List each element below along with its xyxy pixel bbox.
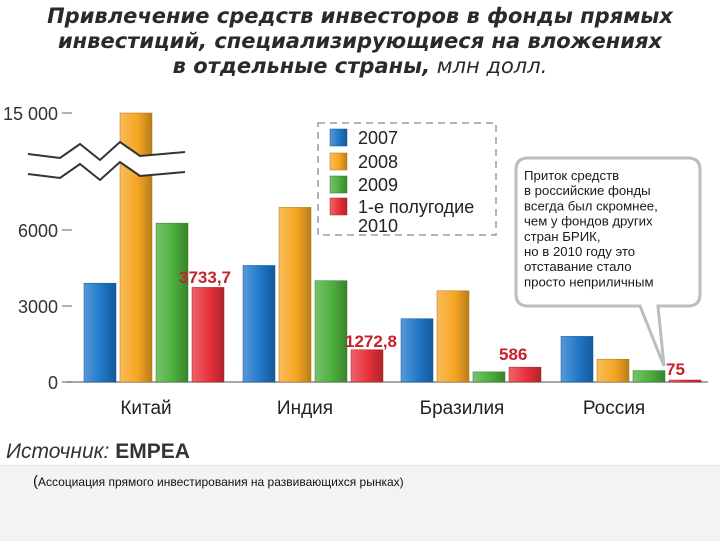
bar: [314, 280, 348, 383]
bar: [560, 336, 594, 383]
footnote-text: Ассоциация прямого инвестирования на раз…: [38, 475, 404, 489]
bar: [83, 282, 117, 383]
title-line-3-wrap: в отдельные страны, млн долл.: [0, 54, 720, 79]
bar: [400, 318, 434, 383]
bar: [668, 379, 702, 383]
bar: [155, 222, 189, 383]
bar: [632, 370, 666, 383]
callout-line: в российские фонды: [524, 183, 651, 198]
callout-bubble: [514, 156, 702, 367]
callout-line: стран БРИК,: [524, 229, 601, 244]
legend-swatch: [329, 197, 348, 216]
y-tick-label: 0: [48, 373, 58, 393]
bar-chart: 0 3000 6000 15 000 3733,7 1272,8 586 75 Китай Инд…: [3, 104, 708, 419]
x-category-label: Россия: [583, 398, 645, 419]
legend-swatch: [329, 128, 348, 147]
legend-swatch: [329, 152, 348, 171]
legend-box: [317, 122, 497, 236]
axis-break-band: [28, 142, 185, 180]
bar: [596, 358, 630, 383]
x-category-label: Китай: [120, 398, 171, 419]
source-prefix: Источник:: [6, 440, 110, 463]
bar: [472, 371, 506, 383]
source-name: EMPEA: [115, 440, 190, 463]
callout-line: Приток средств: [524, 168, 619, 183]
callout-line: просто неприличным: [524, 274, 654, 289]
footnote: (Ассоциация прямого инвестирования на ра…: [33, 473, 404, 490]
callout-line: всегда был скромнее,: [524, 198, 658, 213]
x-category-label: Бразилия: [420, 398, 505, 419]
bar: [436, 290, 470, 383]
bar: [191, 287, 225, 383]
axis-break-line: [27, 140, 186, 162]
bar: [242, 265, 276, 383]
legend-label: 1-е полугодие: [358, 197, 474, 217]
legend-label: 2010: [358, 216, 398, 236]
title-line-3: в отдельные страны,: [172, 54, 431, 78]
axis-break-line: [27, 160, 186, 182]
callout-line: чем у фондов других: [524, 214, 653, 229]
legend-label: 2007: [358, 128, 398, 148]
x-category-label: Индия: [277, 398, 333, 419]
callout-line: но в 2010 году это: [524, 244, 635, 259]
data-label: 3733,7: [179, 268, 231, 287]
footer-panel: (Ассоциация прямого инвестирования на ра…: [0, 465, 720, 541]
y-tick-label: 6000: [18, 221, 58, 241]
data-label: 1272,8: [345, 332, 397, 351]
bar: [350, 349, 384, 383]
legend-label: 2009: [358, 175, 398, 195]
data-label: 75: [666, 360, 685, 379]
bar: [278, 207, 312, 383]
chart-title: Привлечение средств инвесторов в фонды п…: [0, 4, 720, 79]
footnote-open-paren: (: [33, 473, 38, 490]
title-line-2: инвестиций, специализирующиеся на вложен…: [57, 29, 663, 53]
source-line: Источник: EMPEA: [6, 440, 190, 464]
title-line-1: Привлечение средств инвесторов в фонды п…: [47, 4, 673, 28]
legend-swatch: [329, 175, 348, 194]
title-unit: млн долл.: [430, 54, 548, 78]
y-tick-label: 15 000: [3, 104, 58, 124]
legend-label: 2008: [358, 152, 398, 172]
data-label: 586: [499, 345, 527, 364]
callout-line: отставание стало: [524, 259, 632, 274]
bar: [508, 366, 542, 383]
y-tick-label: 3000: [18, 297, 58, 317]
